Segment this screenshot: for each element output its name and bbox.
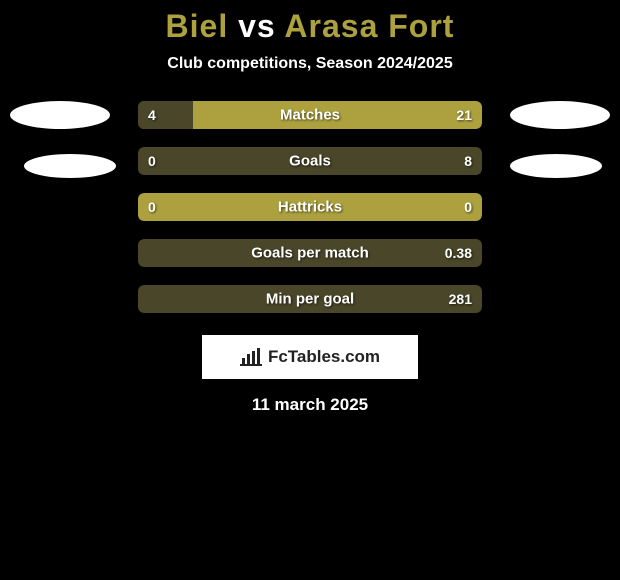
stat-row: Goals per match0.38: [138, 239, 482, 267]
team-b-name: Arasa Fort: [284, 8, 454, 44]
vs-label: vs: [238, 8, 276, 44]
stat-row: 0Hattricks0: [138, 193, 482, 221]
brand-box: FcTables.com: [202, 335, 418, 379]
avatar-placeholder-right-1: [510, 101, 610, 129]
avatar-placeholder-left-1: [10, 101, 110, 129]
stat-value-right: 281: [449, 291, 472, 307]
stat-value-right: 0.38: [445, 245, 472, 261]
stat-row: 4Matches21: [138, 101, 482, 129]
stat-label: Goals: [138, 153, 482, 170]
subtitle: Club competitions, Season 2024/2025: [0, 55, 620, 73]
page-title: Biel vs Arasa Fort: [0, 0, 620, 45]
stat-row: Min per goal281: [138, 285, 482, 313]
stat-row: 0Goals8: [138, 147, 482, 175]
stat-label: Hattricks: [138, 199, 482, 216]
stat-label: Goals per match: [138, 245, 482, 262]
bars-container: 4Matches210Goals80Hattricks0Goals per ma…: [138, 101, 482, 331]
stat-value-right: 21: [456, 107, 472, 123]
stat-label: Min per goal: [138, 291, 482, 308]
stat-label: Matches: [138, 107, 482, 124]
avatar-placeholder-right-2: [510, 154, 602, 178]
date-label: 11 march 2025: [0, 395, 620, 415]
avatar-placeholder-left-2: [24, 154, 116, 178]
brand-text: FcTables.com: [268, 347, 380, 367]
comparison-chart: 4Matches210Goals80Hattricks0Goals per ma…: [0, 101, 620, 331]
stat-value-right: 0: [464, 199, 472, 215]
team-a-name: Biel: [166, 8, 229, 44]
stat-value-right: 8: [464, 153, 472, 169]
bar-chart-icon: [240, 348, 262, 366]
